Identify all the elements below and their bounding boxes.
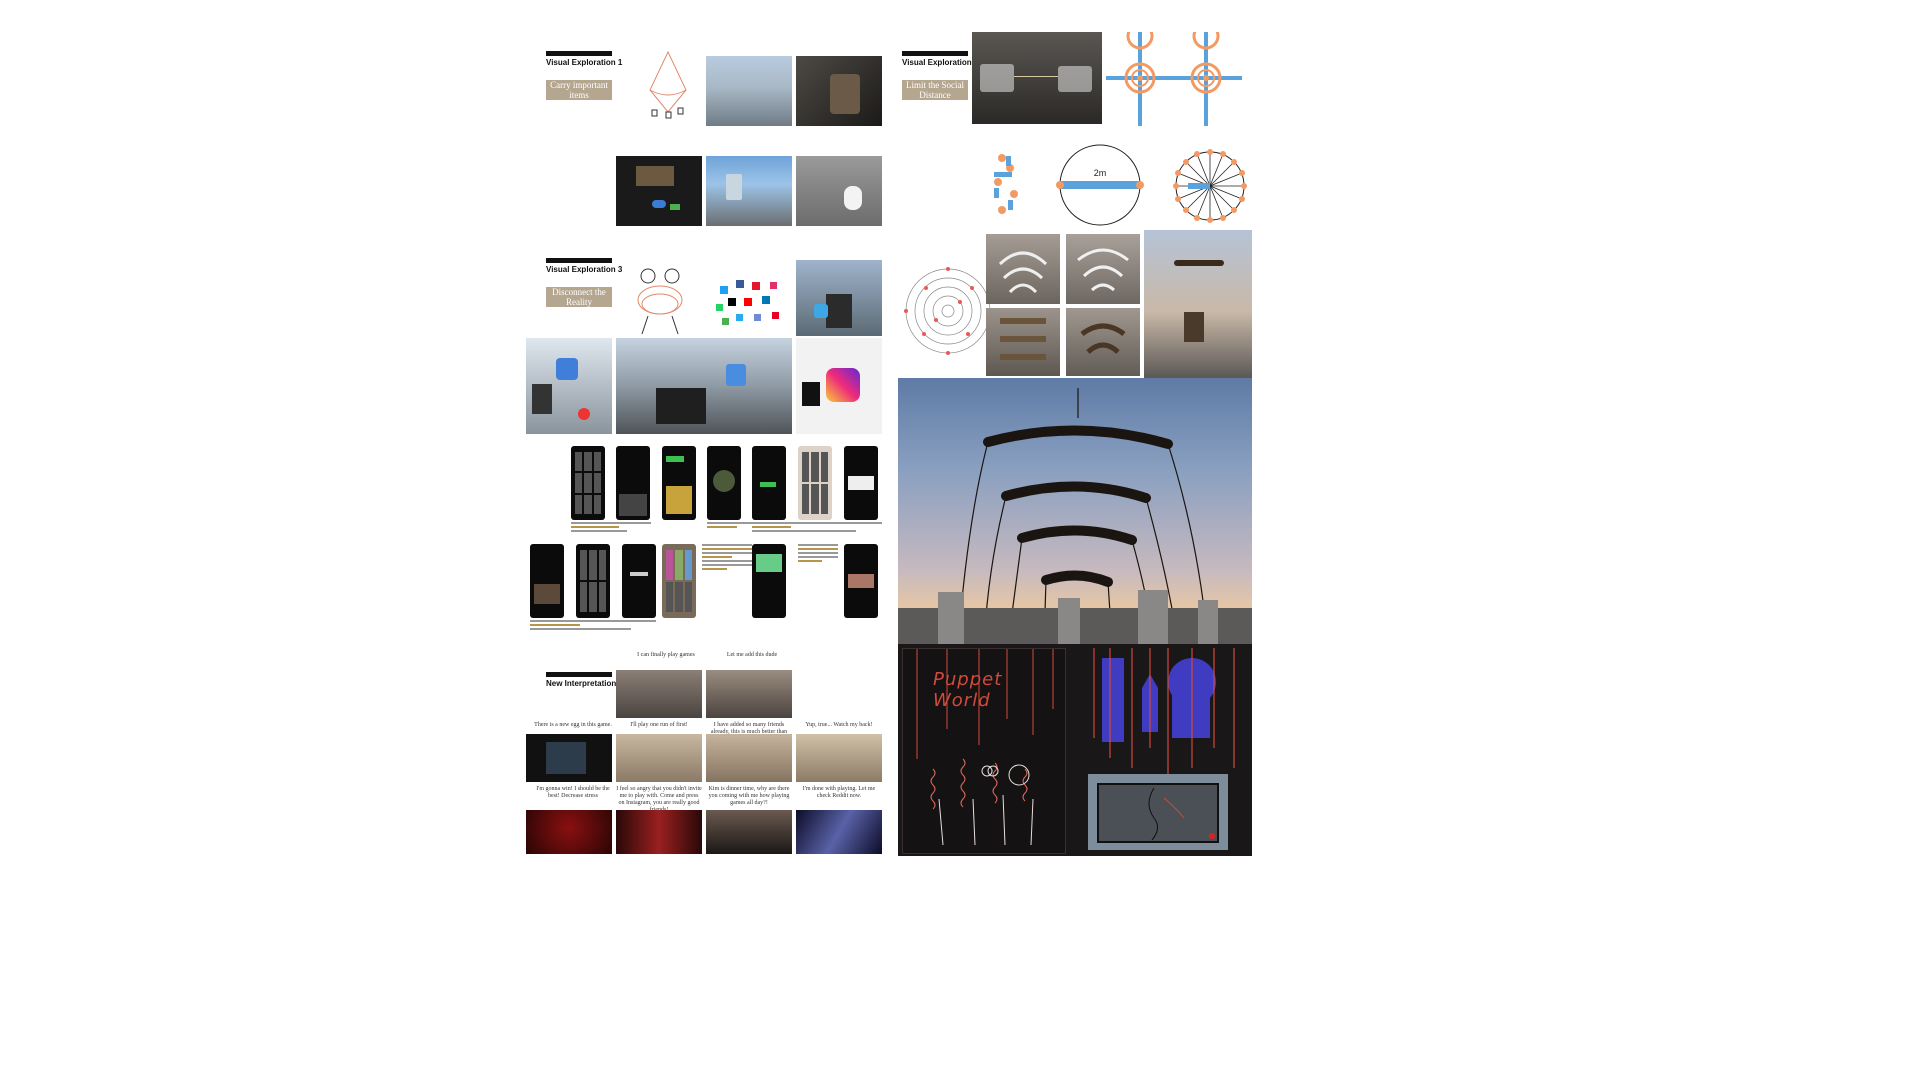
two-metre-circle-diagram: 2m (1050, 140, 1150, 230)
annotation-text (798, 544, 838, 564)
cups-string-photo (972, 32, 1102, 124)
phone-screenshot (622, 544, 656, 618)
person-phone-photo-1 (616, 670, 702, 718)
caption: Kim is dinner time, why are there you co… (706, 786, 792, 807)
ve3-title: Visual Exploration 3 (546, 265, 612, 274)
person-lying-photo-3 (796, 734, 882, 782)
annotation-text (702, 544, 752, 572)
person-with-icons-photo (796, 260, 882, 336)
puppet-world-title: Puppet World (933, 669, 1053, 711)
phone-screenshot (571, 446, 605, 520)
red-corridor-photo (616, 810, 702, 854)
person-phone-photo-2 (706, 670, 792, 718)
tangled-figures-drawing (624, 264, 698, 336)
phone-screenshot (798, 446, 832, 520)
laptop-mask-photo-1 (526, 338, 612, 434)
ni-title: New Interpretation (546, 679, 612, 688)
social-app-icons (706, 264, 792, 336)
phone-screenshot (844, 446, 878, 520)
annotation-text (752, 522, 882, 534)
header-bar (546, 258, 612, 263)
puppet-world-right (1084, 648, 1248, 852)
person-carrying-photo (796, 56, 882, 126)
app-logo-cards-photo (796, 338, 882, 434)
ve1-title: Visual Exploration 1 (546, 58, 612, 67)
header-bar (546, 672, 612, 677)
caption: I'm gonna win! I should be the best! Dec… (530, 786, 616, 800)
wire-arcs-photo-1 (986, 234, 1060, 304)
person-lying-photo-1 (616, 734, 702, 782)
phone-screenshot (752, 446, 786, 520)
dark-room-photo (706, 810, 792, 854)
puppet-rooftop-photo (1144, 230, 1252, 378)
phone-screenshot (662, 446, 696, 520)
wire-arcs-photo-2 (1066, 234, 1140, 304)
caption: Let me add this dude (692, 652, 812, 659)
figure-dots-diagram (988, 148, 1028, 224)
annotation-text (571, 522, 651, 534)
ve1-header: Visual Exploration 1 (546, 51, 612, 67)
rooftop-workspace-photo (616, 338, 792, 434)
blue-blur-photo (796, 810, 882, 854)
red-light-photo (526, 810, 612, 854)
caption: There is a new egg in this game. (530, 722, 616, 729)
annotation-text (530, 620, 656, 632)
game-screen-photo (526, 734, 612, 782)
city-view-photo (706, 56, 792, 126)
header-bar (546, 51, 612, 56)
items-on-floor-photo (616, 156, 702, 226)
phone-screenshot (616, 446, 650, 520)
phone-screenshot (662, 544, 696, 618)
caption: Yup, true... Watch my back! (796, 722, 882, 729)
ve1-subtitle: Carry important items (546, 80, 612, 100)
puppet-world-left: Puppet World (902, 648, 1066, 854)
phone-screenshot (576, 544, 610, 618)
phone-in-hand-photo (706, 156, 792, 226)
white-dog-photo (796, 156, 882, 226)
phone-screenshot (752, 544, 786, 618)
moodboard: Visual Exploration 1 Carry important ite… (526, 38, 1416, 1056)
caption: I'm done with playing. Let me check Redd… (796, 786, 882, 800)
phone-screenshot (530, 544, 564, 618)
phone-screenshot (844, 544, 878, 618)
wheel-diagram (1168, 144, 1252, 228)
ve3-header: Visual Exploration 3 (546, 258, 612, 274)
ladder-photo (986, 308, 1060, 376)
rope-arcs-photo (1066, 308, 1140, 376)
distance-label: 2m (1086, 168, 1114, 178)
ve2-subtitle: Limit the Social Distance (902, 80, 968, 100)
ni-header: New Interpretation (546, 672, 612, 688)
header-bar (902, 51, 968, 56)
grid-circles-diagram (1106, 32, 1242, 126)
rope-puppet-sky-photo (898, 378, 1252, 644)
person-lying-photo-2 (706, 734, 792, 782)
puppet-world-panel: Puppet World (898, 644, 1252, 856)
concentric-circles-diagram (898, 266, 998, 356)
phone-screenshot (707, 446, 741, 520)
caption: I'll play one run of first! (616, 722, 702, 729)
ve2-title: Visual Exploration 2 (902, 58, 968, 67)
ve2-header: Visual Exploration 2 (902, 51, 968, 67)
wire-necklace-drawing (638, 50, 698, 128)
ve3-subtitle: Disconnect the Reality (546, 287, 612, 307)
